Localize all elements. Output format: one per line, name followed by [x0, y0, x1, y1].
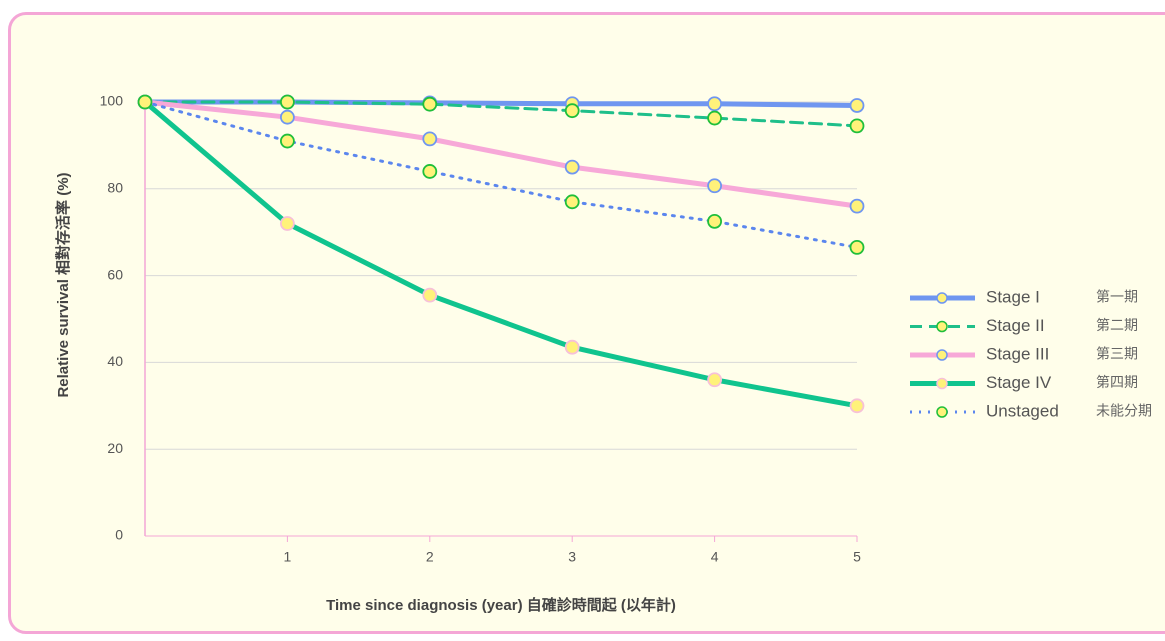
series-line — [143, 100, 859, 249]
y-axis-label: Relative survival 相對存活率 (%) — [54, 172, 72, 397]
x-tick-label: 1 — [284, 549, 292, 565]
legend-label: Stage I — [986, 287, 1040, 306]
legend-label: Unstaged — [986, 401, 1059, 420]
y-tick-label: 60 — [107, 266, 123, 282]
legend-label: Stage II — [986, 316, 1045, 335]
legend-label-zh: 第三期 — [1096, 346, 1138, 362]
point — [564, 159, 580, 175]
series-line — [143, 100, 859, 128]
point — [707, 372, 722, 388]
legend-marker — [936, 349, 948, 361]
point — [422, 287, 438, 303]
point — [707, 96, 722, 112]
y-tick-label: 0 — [115, 527, 123, 543]
x-tick-label: 4 — [711, 549, 719, 565]
y-tick-label: 20 — [107, 440, 123, 456]
legend-marker — [936, 320, 948, 333]
x-axis-label: Time since diagnosis (year) 自確診時間起 (以年計) — [326, 596, 676, 614]
point — [279, 109, 295, 125]
y-tick-label: 40 — [107, 353, 123, 369]
point — [849, 98, 865, 113]
legend-label-zh: 第四期 — [1096, 374, 1138, 390]
y-tick-label: 80 — [107, 180, 123, 196]
x-tick-label: 2 — [426, 549, 434, 565]
point — [564, 194, 580, 210]
point — [849, 198, 865, 214]
point — [279, 216, 295, 231]
legend-marker — [936, 406, 948, 418]
x-tick-label: 5 — [853, 549, 861, 565]
point — [137, 94, 153, 110]
legend-marker — [936, 292, 948, 304]
legend-label-zh: 第一期 — [1096, 289, 1138, 305]
series-line — [142, 99, 860, 209]
point — [707, 178, 722, 194]
point — [422, 131, 438, 147]
point — [564, 339, 580, 355]
point — [422, 96, 438, 112]
point — [707, 213, 722, 229]
legend-label: Stage IV — [986, 373, 1052, 392]
point — [849, 398, 865, 414]
point — [707, 110, 722, 126]
legend-label: Stage III — [986, 344, 1049, 363]
point — [564, 103, 580, 119]
point — [422, 164, 438, 179]
legend-label-zh: 第二期 — [1096, 317, 1138, 333]
card — [8, 12, 1165, 634]
series-line — [142, 99, 860, 409]
point — [279, 133, 295, 149]
legend-marker — [936, 377, 948, 390]
y-tick-label: 100 — [100, 93, 124, 109]
legend-label-zh: 未能分期 — [1096, 403, 1152, 419]
point — [279, 94, 295, 110]
x-tick-label: 3 — [568, 549, 576, 565]
point — [849, 239, 865, 255]
point — [849, 118, 865, 134]
